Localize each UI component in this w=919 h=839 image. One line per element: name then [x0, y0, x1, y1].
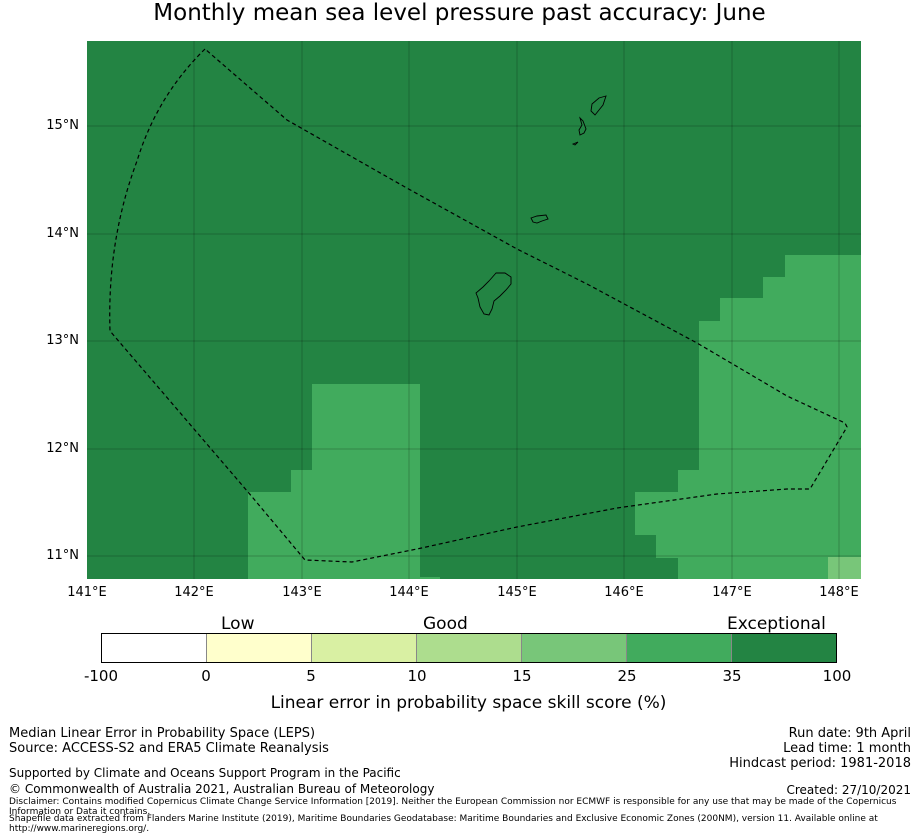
lat-label-13n: 13°N — [46, 333, 79, 348]
colorbar-segment — [627, 634, 732, 662]
colorbar — [101, 633, 837, 663]
colorbar-segment — [102, 634, 207, 662]
lon-label-142e: 142°E — [174, 585, 214, 600]
colorbar-tick: 10 — [407, 667, 427, 685]
lon-label-141e: 141°E — [67, 585, 107, 600]
map-title: Monthly mean sea level pressure past acc… — [153, 0, 766, 26]
good-region-corner — [828, 557, 861, 579]
footer-source: Source: ACCESS-S2 and ERA5 Climate Reana… — [9, 741, 329, 756]
lon-label-147e: 147°E — [712, 585, 752, 600]
good-region-sliver — [420, 577, 440, 579]
colorbar-tick: 15 — [512, 667, 532, 685]
good-region-east — [635, 255, 861, 579]
footer-hindcast: Hindcast period: 1981-2018 — [729, 756, 911, 771]
colorbar-tick: 35 — [722, 667, 742, 685]
legend-category-exceptional: Exceptional — [727, 614, 826, 634]
lat-label-12n: 12°N — [46, 441, 79, 456]
rota-island — [530, 214, 549, 224]
aguijan-island — [571, 141, 579, 146]
tinian-island — [578, 116, 587, 136]
good-region-southwest — [248, 384, 420, 579]
lon-label-146e: 146°E — [604, 585, 644, 600]
lon-label-148e: 148°E — [819, 585, 859, 600]
legend-category-low: Low — [221, 614, 255, 634]
lon-label-145e: 145°E — [497, 585, 537, 600]
eez-boundary — [109, 48, 848, 563]
lat-label-14n: 14°N — [46, 226, 79, 241]
lon-label-143e: 143°E — [282, 585, 322, 600]
lat-label-15n: 15°N — [46, 118, 79, 133]
lat-label-11n: 11°N — [46, 548, 79, 563]
lon-label-144e: 144°E — [389, 585, 429, 600]
footer-created: Created: 27/10/2021 — [786, 783, 911, 797]
colorbar-tick: 0 — [201, 667, 211, 685]
saipan-island — [590, 95, 607, 116]
colorbar-segment — [732, 634, 836, 662]
colorbar-segment — [522, 634, 627, 662]
footer-shapefile: Shapefile data extracted from Flanders M… — [9, 814, 878, 834]
footer-lead-time: Lead time: 1 month — [783, 741, 911, 756]
colorbar-segment — [312, 634, 417, 662]
footer-method: Median Linear Error in Probability Space… — [9, 726, 316, 741]
colorbar-label: Linear error in probability space skill … — [270, 693, 667, 713]
footer-copyright: © Commonwealth of Australia 2021, Austra… — [9, 782, 435, 796]
colorbar-segment — [207, 634, 312, 662]
colorbar-tick: -100 — [83, 667, 119, 685]
footer-run-date: Run date: 9th April — [788, 726, 911, 741]
colorbar-tick: 25 — [617, 667, 637, 685]
footer-disclaimer: Disclaimer: Contains modified Copernicus… — [9, 797, 897, 817]
colorbar-tick: 5 — [306, 667, 316, 685]
skill-map — [87, 41, 861, 579]
guam-island — [475, 272, 512, 316]
graticule — [87, 41, 861, 579]
colorbar-segment — [417, 634, 522, 662]
legend-category-good: Good — [423, 614, 468, 634]
footer-support: Supported by Climate and Oceans Support … — [9, 766, 401, 780]
colorbar-tick: 100 — [822, 667, 852, 685]
